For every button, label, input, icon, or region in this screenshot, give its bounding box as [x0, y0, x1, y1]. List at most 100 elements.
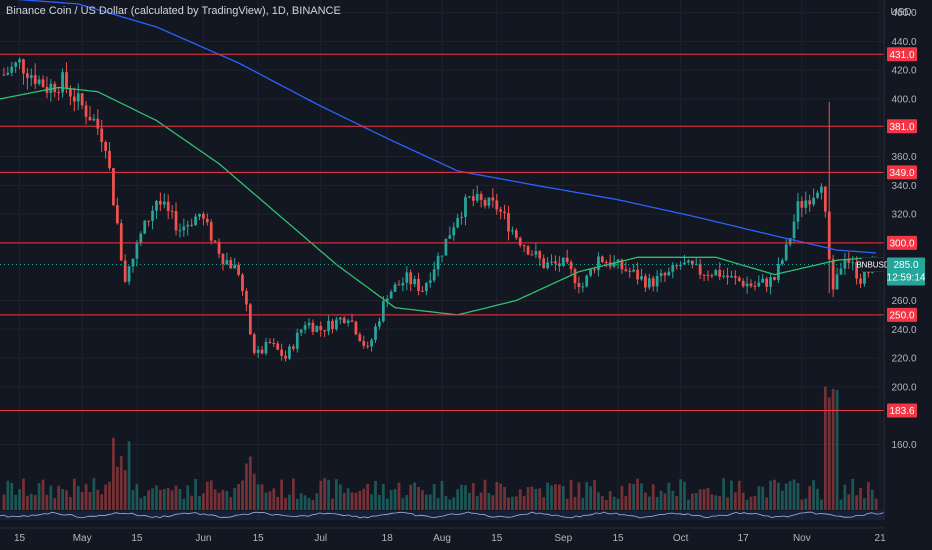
volume-bar: [444, 495, 448, 510]
candle-down: [573, 269, 577, 284]
volume-bar: [550, 485, 553, 510]
candle-up: [428, 280, 432, 283]
volume-bar: [726, 497, 729, 510]
volume-bar: [769, 480, 772, 510]
candle-down: [495, 200, 499, 210]
candle-up: [432, 269, 436, 281]
candle-up: [820, 186, 823, 193]
volume-bar: [683, 481, 686, 510]
volume-bar: [863, 498, 866, 510]
volume-bar: [186, 485, 190, 510]
volume-bar: [503, 486, 506, 510]
volume-bar: [820, 499, 823, 510]
volume-bar: [162, 489, 166, 510]
volume-bar: [780, 490, 784, 510]
volume-bar: [507, 497, 510, 510]
volume-bar: [557, 484, 561, 510]
candle-up: [143, 220, 147, 234]
candle-up: [616, 259, 620, 263]
volume-bar: [788, 480, 792, 510]
volume-bar: [839, 499, 843, 510]
time-axis[interactable]: 15 May 15 Jun 15 Jul 18 Aug 15 Sep 15 Oct 17 Nov 21: [0, 527, 886, 544]
horizontal-levels[interactable]: 431.0 381.0 349.0 300.0 250.0 183.6: [0, 47, 917, 418]
volume-bar: [84, 483, 88, 510]
candle-down: [620, 259, 624, 270]
volume-bar: [741, 492, 745, 510]
volume-bar: [499, 483, 503, 510]
candle-down: [624, 269, 628, 271]
volume-bar: [597, 492, 600, 510]
time-tick-label: Jul: [314, 533, 327, 544]
candle-down: [522, 245, 526, 247]
price-tick-label: 200.0: [891, 382, 916, 393]
volume-bar: [358, 490, 362, 510]
candle-up: [550, 261, 553, 263]
price-tick-label: 320.0: [891, 210, 916, 221]
candle-up: [769, 277, 772, 287]
volume-bar: [495, 482, 499, 510]
volume-bar: [366, 483, 370, 510]
candle-down: [96, 118, 100, 129]
candle-down: [827, 211, 831, 260]
candle-up: [299, 329, 303, 333]
candle-up: [135, 242, 139, 259]
volume-bar: [823, 386, 827, 510]
volume-bar: [159, 489, 162, 510]
volume-bar: [291, 478, 295, 510]
volume-bar: [679, 479, 682, 510]
volume-bar: [690, 493, 694, 510]
volume-bar: [397, 482, 401, 510]
volume-bar: [620, 485, 624, 510]
candle-down: [542, 258, 546, 269]
volume-bar: [221, 489, 225, 510]
candle-down: [272, 343, 276, 345]
volume-bars: [2, 386, 878, 510]
candle-up: [303, 325, 307, 330]
volume-bar: [651, 484, 655, 510]
price-tick-label: 340.0: [891, 181, 916, 192]
candle-down: [123, 260, 127, 282]
volume-bar: [104, 484, 107, 510]
candle-up: [424, 282, 428, 292]
volume-bar: [722, 478, 725, 510]
candle-up: [61, 72, 64, 93]
candle-up: [389, 291, 393, 299]
candle-down: [84, 105, 88, 117]
candle-up: [288, 346, 291, 359]
candle-down: [491, 197, 495, 201]
candle-up: [194, 216, 197, 226]
candle-up: [792, 221, 796, 239]
volume-bar: [272, 488, 276, 510]
volume-bar: [41, 479, 45, 510]
volume-bar: [354, 492, 358, 510]
volume-bar: [53, 498, 57, 510]
volume-bar: [229, 497, 233, 510]
volume-bar: [647, 496, 651, 510]
current-price-value: 285.0: [893, 260, 918, 271]
level-tag: [887, 307, 917, 322]
volume-bar: [616, 498, 620, 510]
candle-down: [147, 220, 151, 222]
volume-bar: [511, 496, 514, 510]
candle-down: [499, 209, 503, 212]
level-label: 250.0: [889, 310, 914, 321]
time-tick-label: Nov: [793, 533, 811, 544]
candle-down: [350, 320, 354, 322]
volume-bar: [178, 488, 182, 510]
candle-down: [690, 260, 694, 265]
candle-up: [92, 118, 96, 121]
ma-slow-line: [16, 0, 877, 254]
volume-bar: [139, 498, 143, 510]
volume-bar: [233, 488, 237, 510]
volume-bar: [604, 499, 608, 510]
candle-up: [546, 262, 549, 269]
volume-bar: [370, 494, 373, 510]
candle-down: [26, 73, 29, 78]
volume-bar: [663, 493, 667, 510]
chart-title: Binance Coin / US Dollar (calculated by …: [6, 5, 341, 17]
candle-down: [530, 254, 534, 256]
volume-bar: [471, 483, 475, 510]
price-tick-label: 260.0: [891, 296, 916, 307]
candle-down: [710, 275, 714, 277]
